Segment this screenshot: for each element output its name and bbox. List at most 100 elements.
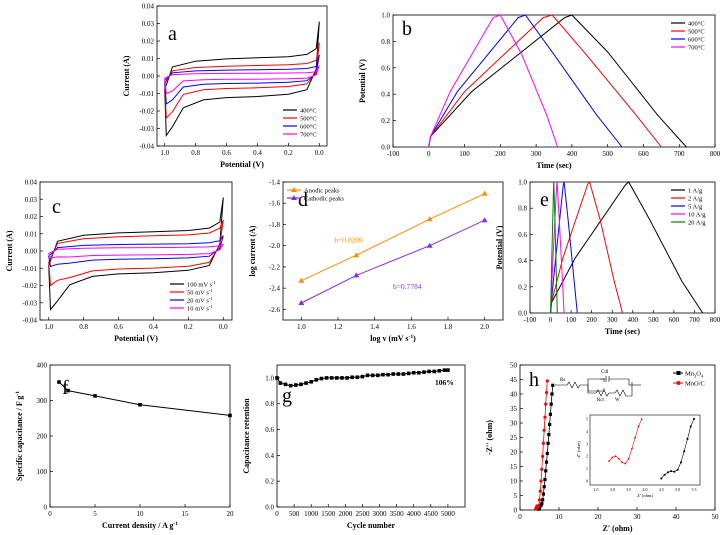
y-tick-label: 1.0 xyxy=(265,374,274,382)
y-tick-label: 100 xyxy=(37,468,48,476)
series-line xyxy=(48,197,224,311)
inset-frame xyxy=(589,414,701,486)
y-tick-label: -0.04 xyxy=(139,143,154,151)
inset-y-label: -Z'' (ohm) xyxy=(576,441,581,459)
series-line xyxy=(428,14,623,148)
data-point xyxy=(353,272,360,278)
data-point xyxy=(319,376,324,381)
legend-label: 500°C xyxy=(300,116,317,123)
series-line xyxy=(550,181,704,314)
label-part: Cycle number xyxy=(347,521,396,530)
y-tick-label: 0.6 xyxy=(265,426,274,434)
data-point xyxy=(545,379,549,383)
series-line xyxy=(164,21,320,138)
data-point xyxy=(93,394,97,398)
y-tick-label: 0.0 xyxy=(265,504,274,512)
panel-a: 1.0 0.8 0.6 0.4 0.2 0.0 -0.04 -0.03 -0.02 -0.01 0.… xyxy=(122,3,328,169)
data-point xyxy=(288,383,293,388)
panel-letter: e xyxy=(540,189,549,211)
x-tick-label: 500 xyxy=(602,150,613,158)
data-point xyxy=(350,375,354,380)
panel-letter: b xyxy=(402,18,412,40)
label-part: Time (sec) xyxy=(536,161,572,170)
legend-label: 50 mV s-1 xyxy=(187,288,213,297)
y-tick-label: 25 xyxy=(510,434,518,442)
series-line xyxy=(48,235,224,268)
label-part: 100 mV s xyxy=(187,282,213,289)
plot-frame xyxy=(276,364,466,508)
x-axis-label: log v (mV s-1) xyxy=(370,334,416,343)
label-part: Mn xyxy=(685,371,695,378)
y-tick-label: -0.03 xyxy=(139,125,154,133)
series-line xyxy=(550,180,623,314)
slope-annotation: b=0.7784 xyxy=(393,282,422,291)
panel-letter: h xyxy=(529,369,539,391)
x-tick-label: 10 xyxy=(137,510,145,518)
data-point xyxy=(550,392,554,396)
x-tick-label: 400 xyxy=(628,316,639,324)
label-part: Z' (ohm) xyxy=(603,524,633,533)
data-point xyxy=(437,369,442,373)
y-tick-label: -2.6 xyxy=(269,306,281,314)
x-tick-label: 700 xyxy=(674,150,685,158)
data-point xyxy=(309,379,313,384)
label-part: -1 xyxy=(15,391,21,396)
y-tick-label: -1.8 xyxy=(269,221,281,229)
label-part: 600°C xyxy=(300,124,317,131)
label-part: Specific capacitance / F g xyxy=(15,396,24,481)
panel-e: -100 0 100 200 300 400 500 600 700 800 0.0 0.2 0.4 0.… xyxy=(495,179,721,337)
inset-x-tick: 5.0 xyxy=(675,487,680,492)
inset-point xyxy=(608,460,610,463)
x-tick-label: 4500 xyxy=(424,510,439,518)
inset-plot: 2.5 3.0 3.5 4.0 4.5 5.0 5.5 0 1 2 3 4 5 Z' (ohm) -Z'' … xyxy=(576,414,701,498)
y-tick-label: 0.00 xyxy=(142,73,155,81)
x-axis-label: Potential (V) xyxy=(220,160,264,169)
data-point xyxy=(537,506,542,510)
inset-x-tick: 2.5 xyxy=(594,487,599,492)
panel-letter: g xyxy=(282,385,292,407)
data-point xyxy=(543,477,547,482)
x-tick-label: 300 xyxy=(607,316,618,324)
inset-y-tick: 5 xyxy=(586,417,588,422)
y-tick-label: 0.01 xyxy=(25,230,38,238)
circuit-label: W xyxy=(615,398,620,403)
data-point xyxy=(353,252,360,258)
x-tick-label: 2.0 xyxy=(480,323,489,331)
data-point xyxy=(481,217,488,223)
data-point xyxy=(275,376,279,380)
x-tick-label: 700 xyxy=(689,316,700,324)
series-line xyxy=(428,14,559,148)
x-tick-label: 1.0 xyxy=(297,323,306,331)
data-point xyxy=(391,372,396,376)
x-tick-label: 600 xyxy=(669,316,680,324)
y-tick-label: 400 xyxy=(37,362,48,370)
y-tick-label: 0.6 xyxy=(518,231,527,239)
x-tick-label: 300 xyxy=(531,150,542,158)
legend-label: 10 A/g xyxy=(688,212,706,219)
inset-x-tick: 4.0 xyxy=(643,487,648,492)
x-tick-label: 600 xyxy=(638,150,649,158)
y-tick-label: 0.0 xyxy=(518,310,527,318)
data-point xyxy=(57,380,61,384)
y-tick-label: 1.0 xyxy=(381,12,390,20)
retention-annotation: 106% xyxy=(435,378,454,387)
legend-label: 1 A/g xyxy=(688,188,703,195)
legend-label: 600°C xyxy=(300,124,317,131)
series-line xyxy=(48,219,224,287)
y-tick-label: 0 xyxy=(514,507,518,515)
data-point xyxy=(365,373,370,378)
x-tick-label: 0 xyxy=(518,513,522,521)
data-point xyxy=(381,372,385,377)
x-tick-label: 3500 xyxy=(390,510,405,518)
series-line xyxy=(48,243,224,259)
label-part: 400°C xyxy=(688,21,705,28)
y-tick-label: -0.01 xyxy=(22,265,37,273)
series-line xyxy=(164,42,320,120)
y-tick-label: 0.04 xyxy=(25,179,38,187)
inset-y-tick: 1 xyxy=(586,466,588,471)
data-point xyxy=(340,376,344,380)
label-part: -1 xyxy=(212,280,216,285)
legend-marker xyxy=(676,381,681,385)
